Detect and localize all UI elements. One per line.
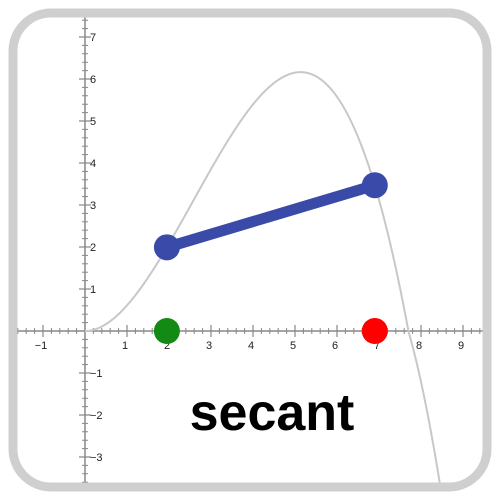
- x-axis-point-start[interactable]: [153, 318, 180, 344]
- x-tick-label: 5: [290, 340, 296, 352]
- y-tick-label: 2: [90, 242, 96, 254]
- x-tick-label: −1: [35, 340, 48, 352]
- x-tick-label: 7: [374, 340, 380, 352]
- y-tick-label: 7: [90, 32, 96, 44]
- frame-border: [8, 8, 492, 492]
- x-tick-label: 9: [458, 340, 464, 352]
- secant-point-start[interactable]: [153, 234, 180, 261]
- x-tick-label: 2: [164, 340, 170, 352]
- x-tick-label: 6: [332, 340, 338, 352]
- x-tick-label: 1: [122, 340, 128, 352]
- y-tick-label: −1: [90, 368, 103, 380]
- x-tick-label: 3: [206, 340, 212, 352]
- y-tick-label: −3: [90, 452, 103, 464]
- secant-point-end[interactable]: [361, 172, 388, 199]
- y-tick-label: −2: [90, 410, 103, 422]
- y-tick-label: 4: [90, 158, 96, 170]
- y-tick-label: 5: [90, 116, 96, 128]
- y-tick-label: 1: [90, 284, 96, 296]
- secant-line[interactable]: [161, 179, 381, 253]
- y-tick-label: 6: [90, 74, 96, 86]
- y-tick-label: 3: [90, 200, 96, 212]
- x-tick-label: 8: [416, 340, 422, 352]
- x-tick-label: 4: [248, 340, 254, 352]
- x-axis-point-end[interactable]: [361, 318, 388, 344]
- frame-background: [13, 13, 487, 487]
- caption-text: secant: [190, 384, 355, 442]
- function-curve: [84, 71, 473, 487]
